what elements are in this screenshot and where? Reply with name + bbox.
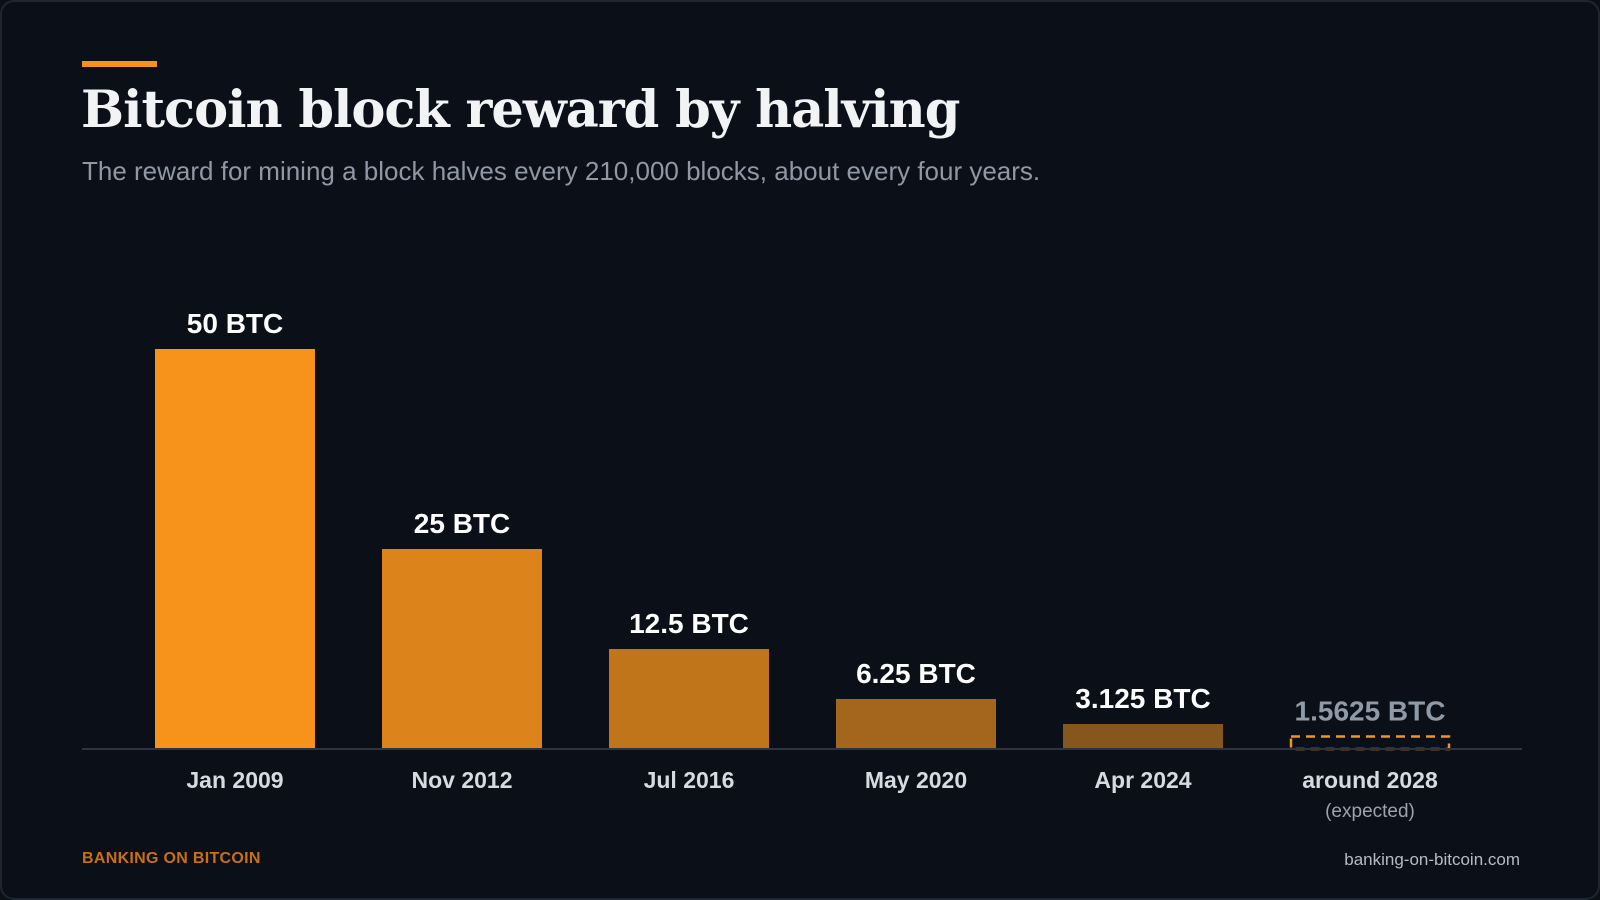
footer-brand: BANKING ON BITCOIN <box>82 850 261 867</box>
bar-value-label: 1.5625 BTC <box>1295 696 1446 727</box>
bar-value-label: 6.25 BTC <box>856 658 976 689</box>
bar <box>1289 735 1451 751</box>
category-label: Jul 2016 <box>644 767 735 793</box>
category-label: Apr 2024 <box>1094 767 1191 793</box>
category-note: (expected) <box>1325 801 1415 822</box>
bar <box>155 349 315 749</box>
bars-layer <box>155 349 1451 751</box>
category-label: Nov 2012 <box>411 767 512 793</box>
bar <box>1063 724 1223 749</box>
category-label: May 2020 <box>865 767 967 793</box>
category-label: Jan 2009 <box>186 767 283 793</box>
chart-subtitle: The reward for mining a block halves eve… <box>82 156 1041 186</box>
accent-bar <box>82 61 157 67</box>
bar-value-label: 50 BTC <box>187 308 283 339</box>
footer-url[interactable]: banking-on-bitcoin.com <box>1344 850 1520 869</box>
bar-value-label: 25 BTC <box>414 508 510 539</box>
chart-title: Bitcoin block reward by halving <box>81 80 960 140</box>
bar-value-label: 12.5 BTC <box>629 608 749 639</box>
bar <box>836 699 996 749</box>
bar <box>609 649 769 749</box>
labels-layer: 50 BTC Jan 2009 25 BTC Nov 2012 12.5 BTC Jul … <box>186 308 1445 822</box>
category-label: around 2028 <box>1302 767 1438 793</box>
bar-value-label: 3.125 BTC <box>1075 683 1210 714</box>
bar <box>382 549 542 749</box>
